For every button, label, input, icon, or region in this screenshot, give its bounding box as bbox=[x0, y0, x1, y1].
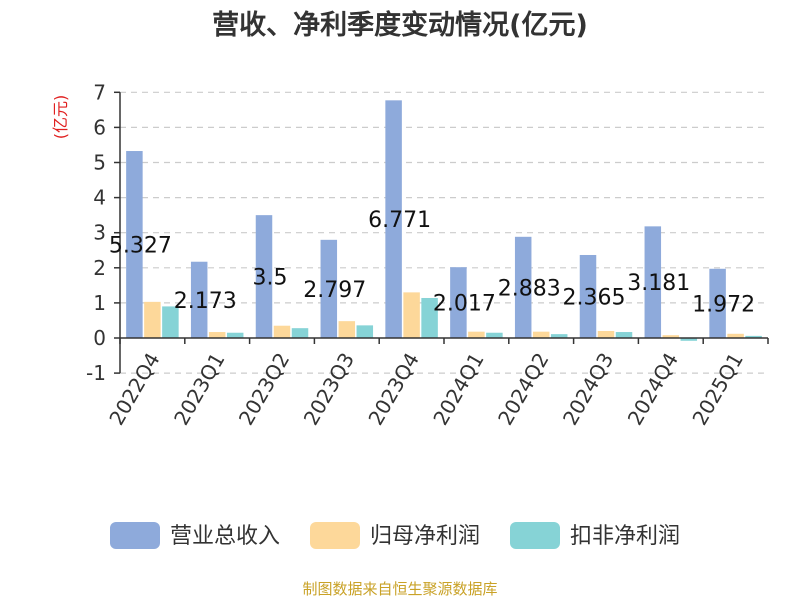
bar-2023Q2-1 bbox=[255, 215, 273, 338]
legend-label: 归母净利润 bbox=[370, 524, 480, 549]
x-tick-label: 2022Q4 bbox=[104, 349, 164, 430]
bar-2025Q1-3 bbox=[745, 335, 762, 338]
legend-label: 扣非净利润 bbox=[570, 524, 680, 549]
data-label: 2.797 bbox=[303, 278, 366, 303]
y-tick-label: 3 bbox=[93, 221, 106, 245]
bar-2023Q1-3 bbox=[226, 332, 244, 338]
data-label: 5.327 bbox=[109, 234, 172, 259]
axis-layer: -1 0 1 2 3 4 5 6 7 2022Q4 2023Q1 2023Q2 2023Q3 2023Q4… bbox=[86, 80, 769, 430]
bar-2023Q4-2 bbox=[403, 292, 420, 338]
bar-2024Q4-1 bbox=[644, 226, 662, 338]
x-tick-label: 2025Q1 bbox=[687, 349, 747, 430]
y-tick-label: -1 bbox=[86, 361, 106, 385]
y-tick-label: 5 bbox=[93, 151, 106, 175]
x-tick-label: 2023Q1 bbox=[169, 349, 229, 430]
bar-2022Q4-1 bbox=[126, 151, 143, 338]
bar-2024Q3-2 bbox=[597, 330, 615, 338]
x-tick-label: 2023Q4 bbox=[363, 349, 423, 430]
chart-title: 营收、净利季度变动情况(亿元) bbox=[212, 9, 588, 41]
data-label: 3.181 bbox=[627, 271, 690, 296]
bar-2023Q3-1 bbox=[320, 239, 338, 338]
bar-2023Q4-3 bbox=[421, 297, 438, 338]
y-tick-label: 6 bbox=[93, 115, 106, 139]
data-source-note: 制图数据来自恒生聚源数据库 bbox=[302, 580, 497, 598]
bar-2024Q2-1 bbox=[514, 236, 532, 338]
data-label: 2.883 bbox=[498, 276, 561, 301]
bar-2022Q4-2 bbox=[144, 301, 161, 338]
y-tick-label: 7 bbox=[93, 80, 106, 104]
y-tick-label: 0 bbox=[93, 326, 106, 350]
bar-2023Q4-1 bbox=[385, 100, 402, 339]
bar-2024Q3-1 bbox=[579, 254, 597, 338]
legend-swatch bbox=[310, 522, 360, 549]
bar-2024Q3-3 bbox=[615, 332, 633, 338]
bar-2023Q1-1 bbox=[190, 261, 208, 338]
bar-2024Q2-3 bbox=[550, 334, 568, 338]
bars-layer bbox=[126, 100, 762, 341]
bar-2023Q3-3 bbox=[356, 325, 374, 338]
bar-2023Q2-3 bbox=[291, 328, 309, 338]
legend: 营业总收入 归母净利润 扣非净利润 bbox=[110, 522, 680, 549]
legend-swatch bbox=[110, 522, 160, 549]
x-tick-label: 2024Q1 bbox=[428, 349, 488, 430]
bar-2023Q3-2 bbox=[338, 321, 356, 338]
legend-swatch bbox=[510, 522, 560, 549]
bar-2024Q4-3 bbox=[680, 338, 698, 341]
x-tick-label: 2023Q2 bbox=[234, 349, 294, 430]
bar-2024Q1-3 bbox=[486, 332, 503, 338]
bar-2022Q4-3 bbox=[162, 306, 179, 338]
bar-2024Q2-2 bbox=[532, 331, 550, 338]
legend-label: 营业总收入 bbox=[170, 524, 280, 549]
y-tick-label: 1 bbox=[93, 291, 106, 315]
data-label: 2.365 bbox=[563, 285, 626, 310]
y-tick-label: 4 bbox=[93, 186, 106, 210]
data-label: 6.771 bbox=[368, 208, 431, 233]
y-tick-label: 2 bbox=[93, 256, 106, 280]
bar-2023Q2-2 bbox=[273, 325, 291, 338]
bar-2025Q1-1 bbox=[709, 268, 726, 338]
x-tick-label: 2024Q4 bbox=[623, 349, 683, 430]
bar-2024Q4-2 bbox=[662, 335, 680, 338]
bar-2025Q1-2 bbox=[727, 333, 744, 338]
x-tick-label: 2024Q3 bbox=[558, 349, 618, 430]
bar-2024Q1-2 bbox=[468, 331, 485, 338]
bar-2023Q1-2 bbox=[208, 332, 226, 338]
data-label: 2.017 bbox=[433, 292, 496, 317]
x-tick-label: 2023Q3 bbox=[299, 349, 359, 430]
data-label: 1.972 bbox=[692, 292, 755, 317]
data-label: 2.173 bbox=[174, 289, 237, 314]
x-tick-label: 2024Q2 bbox=[493, 349, 553, 430]
bar-2024Q1-1 bbox=[450, 267, 467, 338]
grid-layer bbox=[120, 91, 768, 374]
y-axis-unit: (亿元) bbox=[51, 95, 70, 140]
data-label: 3.5 bbox=[253, 266, 288, 291]
